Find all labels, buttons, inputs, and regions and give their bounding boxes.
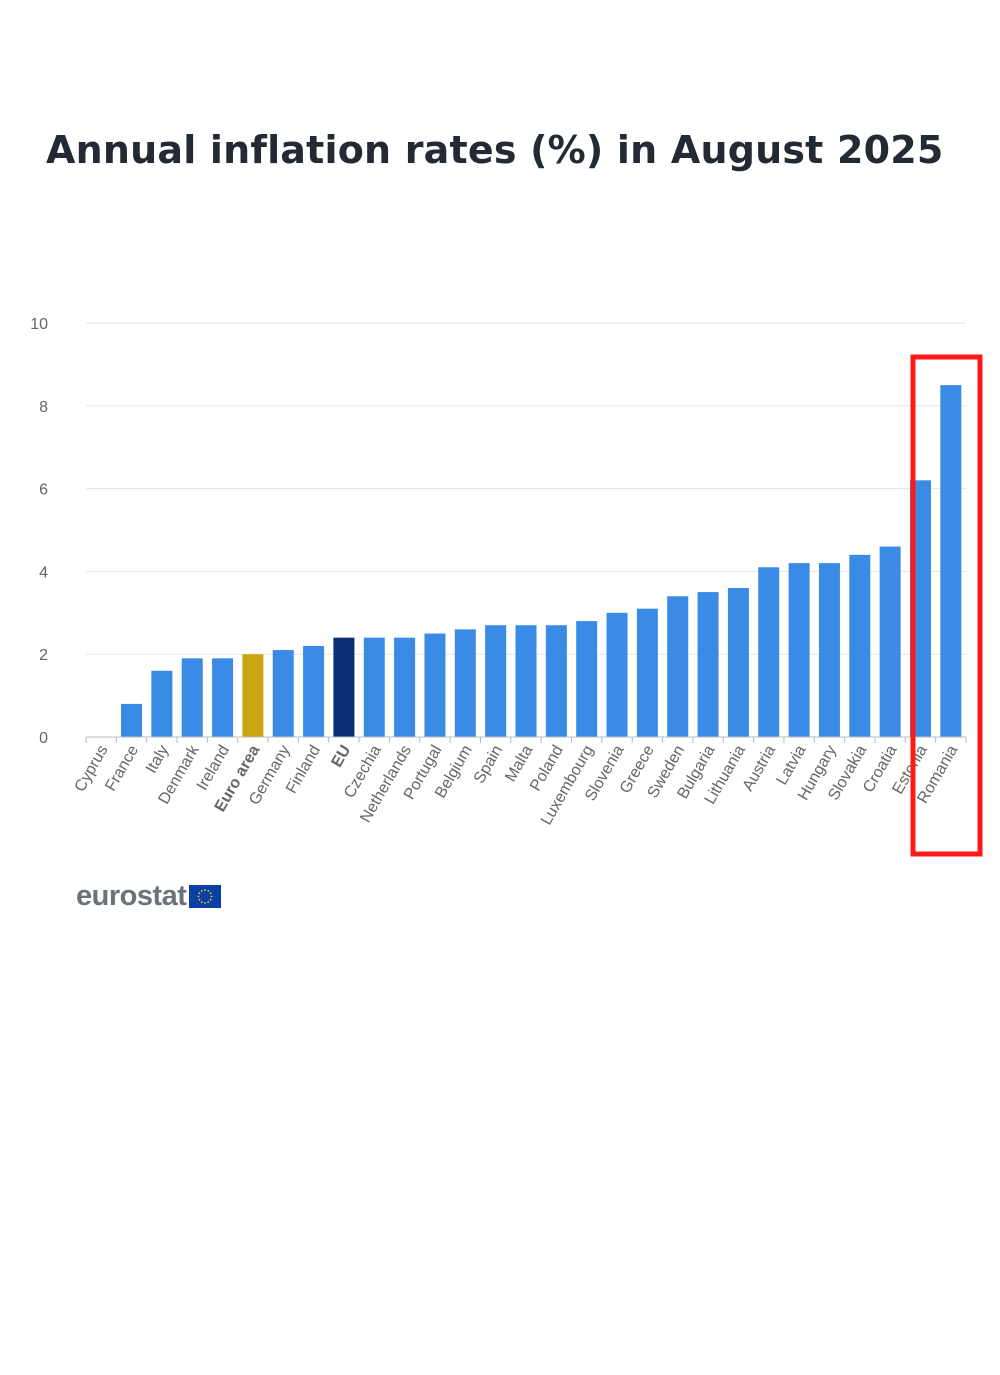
flag-star (198, 895, 200, 898)
highlight-box (910, 354, 983, 857)
x-tick-label: Italy (143, 743, 172, 777)
flag-star (201, 889, 204, 892)
flag-star (204, 889, 207, 891)
bar-romania (940, 385, 962, 737)
bar-austria (758, 567, 780, 737)
bar-bulgaria (697, 592, 719, 737)
bar-denmark (181, 658, 203, 737)
y-tick-label: 4 (39, 564, 48, 581)
bar-netherlands (394, 637, 416, 737)
bar-germany (272, 650, 294, 737)
chart-title: Annual inflation rates (%) in August 202… (46, 128, 944, 172)
bar-czechia (363, 637, 385, 737)
eu-flag-icon (189, 885, 222, 908)
flag-star (210, 892, 212, 895)
bar-italy (151, 670, 173, 737)
bar-ireland (212, 658, 234, 737)
bar-lithuania (727, 587, 749, 737)
x-axis (85, 736, 967, 743)
bar-hungary (818, 563, 840, 737)
flag-star (204, 902, 207, 904)
bar-latvia (788, 563, 810, 737)
bar-spain (485, 625, 507, 737)
bar-slovenia (606, 612, 628, 737)
eurostat-logo: eurostat (76, 880, 222, 913)
bar-sweden (667, 596, 689, 737)
bar-euro-area (242, 654, 264, 737)
y-tick-label: 0 (39, 730, 48, 747)
bars (121, 385, 962, 737)
bar-croatia (879, 546, 901, 737)
bar-malta (515, 625, 537, 737)
y-tick-label: 6 (39, 482, 48, 499)
flag-star (207, 901, 210, 904)
flag-star (211, 895, 213, 898)
flag-star (198, 892, 201, 895)
bar-greece (636, 608, 658, 737)
flag-star (207, 889, 210, 892)
y-axis-tick-labels: 0 2 4 6 8 10 (30, 316, 48, 747)
bar-france (121, 703, 143, 737)
flag-star (210, 898, 212, 901)
bar-slovakia (849, 554, 871, 737)
bar-belgium (454, 629, 476, 737)
y-tick-label: 2 (39, 647, 48, 664)
flag-star (201, 901, 204, 904)
bar-poland (545, 625, 567, 737)
logo-text: eurostat (76, 880, 187, 912)
y-tick-label: 8 (39, 399, 48, 416)
bar-luxembourg (576, 621, 598, 737)
x-tick-label: EU (329, 743, 355, 771)
y-tick-label: 10 (30, 316, 48, 333)
bar-finland (303, 645, 325, 737)
flag-star (198, 898, 201, 901)
bar-eu (333, 637, 355, 737)
bar-portugal (424, 633, 446, 737)
x-tick-label: Spain (471, 743, 506, 787)
